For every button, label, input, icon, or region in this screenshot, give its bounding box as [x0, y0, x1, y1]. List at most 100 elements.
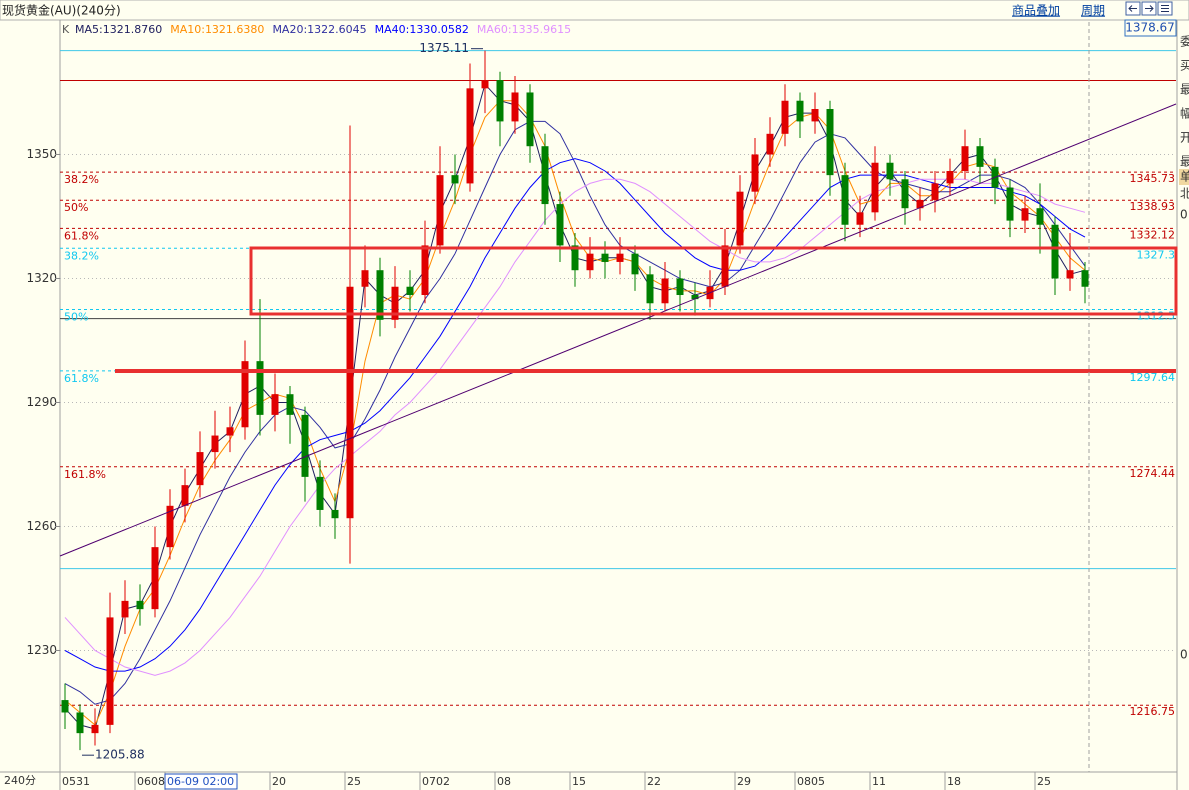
candle-body	[916, 199, 924, 209]
candle-body	[556, 204, 564, 246]
nav-icons	[1125, 1, 1173, 16]
candle-body	[466, 88, 474, 184]
candle-body	[391, 286, 399, 320]
candle-body	[106, 617, 114, 725]
candle-body	[121, 600, 129, 618]
candle-body	[631, 253, 639, 275]
candle-body	[646, 274, 654, 304]
fib-value: 1274.44	[1130, 467, 1176, 480]
candle-body	[316, 476, 324, 510]
candle-body	[211, 435, 219, 453]
fib-label: 61.8%	[64, 372, 99, 385]
candle-body	[271, 394, 279, 415]
candle-body	[886, 162, 894, 180]
x-tick-label: 0805	[797, 775, 825, 788]
instrument-title: 现货黄金(AU)(240分)	[2, 3, 121, 18]
side-panel-highlight	[1179, 169, 1189, 185]
side-panel-text: 最	[1180, 83, 1189, 97]
candle-body	[1036, 208, 1044, 225]
high-label: 1375.11	[419, 41, 469, 55]
candle-body	[511, 92, 519, 122]
x-tick-label: 08	[497, 775, 511, 788]
side-panel-text: 北	[1180, 187, 1189, 201]
x-tick-label: 0608	[137, 775, 165, 788]
fib-value: 1312.5	[1137, 309, 1176, 322]
candle-body	[586, 253, 594, 271]
candle-body	[541, 146, 549, 205]
x-tick-label: 18	[947, 775, 961, 788]
low-label: 1205.88	[95, 748, 145, 762]
candle-body	[721, 245, 729, 287]
side-panel-text: 幅	[1180, 106, 1189, 121]
candle-body	[196, 452, 204, 486]
y-tick-label: 1260	[26, 519, 57, 533]
period-button[interactable]: 周期	[1081, 4, 1105, 18]
candle-body	[496, 80, 504, 122]
candle-body	[826, 109, 834, 176]
candle-body	[481, 80, 489, 89]
candle-body	[256, 361, 264, 415]
cursor-date-box	[164, 773, 238, 790]
fib-value: 1297.64	[1130, 371, 1176, 384]
x-tick-label: 11	[872, 775, 886, 788]
candle-body	[181, 485, 189, 506]
candle-body	[451, 175, 459, 184]
candle-body	[241, 361, 249, 428]
x-tick-label: 25	[1037, 775, 1051, 788]
candle-body	[166, 505, 174, 548]
candle-body	[421, 245, 429, 296]
x-unit-label: 240分	[4, 774, 36, 787]
fib-label: 50%	[64, 201, 88, 214]
candle-body	[946, 171, 954, 184]
side-panel-text: 买	[1180, 59, 1189, 73]
candle-body	[616, 253, 624, 262]
candle-body	[286, 394, 294, 415]
candle-body	[226, 427, 234, 436]
candle-body	[871, 162, 879, 213]
side-panel-text: 最	[1180, 155, 1189, 169]
y-tick-label: 1230	[26, 643, 57, 657]
price-box	[1124, 19, 1177, 37]
candle-body	[931, 183, 939, 200]
legend-entry: MA5:1321.8760	[75, 23, 162, 36]
fib-label: 50%	[64, 310, 88, 323]
candle-body	[856, 212, 864, 225]
candle-body	[811, 109, 819, 122]
side-panel-text: 委	[1180, 35, 1189, 49]
x-tick-label: 15	[572, 775, 586, 788]
candle-body	[766, 133, 774, 155]
candle-body	[751, 154, 759, 192]
fib-label: 38.2%	[64, 173, 99, 186]
x-tick-label: 25	[347, 775, 361, 788]
y-tick-label: 1290	[26, 395, 57, 409]
candle-body	[151, 547, 159, 610]
candle-body	[601, 253, 609, 262]
legend-entry: MA10:1321.6380	[170, 23, 264, 36]
candle-body	[841, 175, 849, 225]
fib-label: 38.2%	[64, 249, 99, 262]
fib-value: 1345.73	[1130, 172, 1176, 185]
candle-body	[661, 278, 669, 304]
fib-value: 1332.12	[1130, 228, 1176, 241]
fib-value: 1338.93	[1130, 200, 1176, 213]
side-panel-text: 0	[1180, 648, 1188, 662]
x-tick-label: 20	[272, 775, 286, 788]
price-box-text: 1378.67	[1125, 21, 1175, 35]
overlay-button[interactable]: 商品叠加	[1012, 3, 1060, 18]
candle-body	[691, 295, 699, 300]
candle-body	[406, 286, 414, 296]
candle-body	[1081, 270, 1089, 287]
candle-body	[136, 600, 144, 610]
moving-average	[64, 158, 1086, 672]
candle-body	[796, 100, 804, 122]
range-box	[249, 246, 1178, 316]
candle-body	[901, 179, 909, 209]
x-tick-label: 29	[737, 775, 751, 788]
legend-entry: MA20:1322.6045	[272, 23, 366, 36]
kline-label: K	[62, 23, 70, 36]
side-panel-text: 单	[1180, 170, 1189, 184]
candle-body	[331, 509, 339, 519]
candle-body	[346, 286, 354, 519]
fib-value: 1327.3	[1137, 248, 1176, 261]
